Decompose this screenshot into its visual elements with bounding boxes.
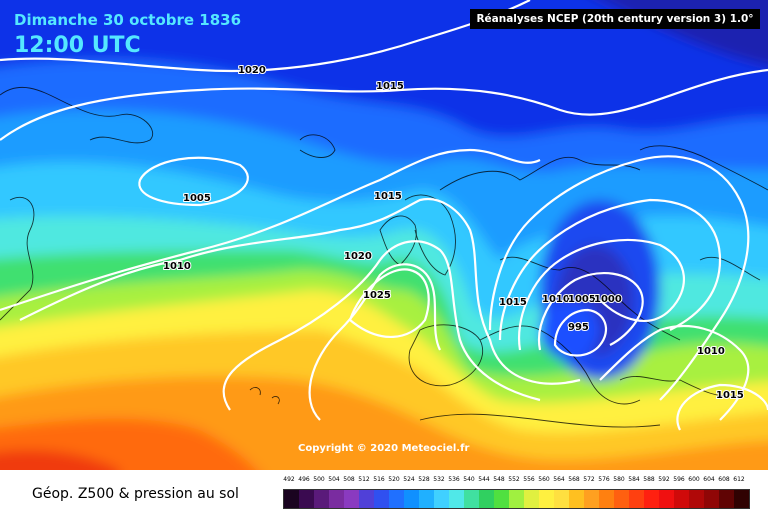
data-source-banner: Réanalyses NCEP (20th century version 3)… (470, 9, 760, 29)
isobar-label: 1010 (697, 346, 725, 357)
scale-value-label: 520 (388, 476, 400, 483)
scale-color-swatch (494, 490, 509, 508)
scale-color-swatch (389, 490, 404, 508)
scale-value-label: 540 (463, 476, 475, 483)
scale-value-label: 576 (598, 476, 610, 483)
isobar-label: 1015 (499, 297, 527, 308)
scale-value-label: 516 (373, 476, 385, 483)
scale-color-swatch (629, 490, 644, 508)
scale-color-swatch (689, 490, 704, 508)
scale-value-label: 600 (688, 476, 700, 483)
isobar-label: 1015 (376, 81, 404, 92)
map-time: 12:00 UTC (14, 33, 141, 58)
scale-color-swatch (569, 490, 584, 508)
scale-color-swatch (554, 490, 569, 508)
isobar-label: 1015 (374, 191, 402, 202)
scale-value-label: 612 (733, 476, 745, 483)
scale-value-label: 560 (538, 476, 550, 483)
geopotential-map: 1020 1015 1005 1015 1010 1020 1025 1015 … (0, 0, 768, 470)
scale-value-label: 548 (493, 476, 505, 483)
scale-value-label: 536 (448, 476, 460, 483)
legend-title: Géop. Z500 & pression au sol (32, 486, 239, 502)
scale-value-label: 532 (433, 476, 445, 483)
scale-color-swatch (479, 490, 494, 508)
scale-color-swatch (524, 490, 539, 508)
scale-value-label: 604 (703, 476, 715, 483)
scale-color-swatch (704, 490, 719, 508)
scale-value-label: 492 (283, 476, 295, 483)
scale-value-label: 608 (718, 476, 730, 483)
scale-value-label: 596 (673, 476, 685, 483)
scale-value-label: 552 (508, 476, 520, 483)
scale-color-swatch (299, 490, 314, 508)
scale-value-label: 528 (418, 476, 430, 483)
isobars (0, 0, 768, 430)
scale-value-label: 592 (658, 476, 670, 483)
legend-panel: Géop. Z500 & pression au sol 492 496 500 50… (0, 470, 768, 512)
scale-color-swatch (599, 490, 614, 508)
isobar-label: 1015 (716, 390, 744, 401)
scale-color-swatch (674, 490, 689, 508)
isobar-label: 1010 (163, 261, 191, 272)
scale-color-swatch (449, 490, 464, 508)
scale-color-swatch (344, 490, 359, 508)
color-scale-bar (283, 489, 750, 509)
scale-color-swatch (539, 490, 554, 508)
scale-color-swatch (659, 490, 674, 508)
scale-value-label: 544 (478, 476, 490, 483)
scale-value-label: 580 (613, 476, 625, 483)
isobar-label: 1005 (183, 193, 211, 204)
scale-color-swatch (284, 490, 299, 508)
scale-value-label: 564 (553, 476, 565, 483)
isobar-label: 1025 (363, 290, 391, 301)
scale-color-swatch (329, 490, 344, 508)
scale-value-label: 588 (643, 476, 655, 483)
scale-color-swatch (314, 490, 329, 508)
isobar-label: 995 (568, 322, 589, 333)
copyright-notice: Copyright © 2020 Meteociel.fr (298, 443, 470, 454)
scale-color-swatch (464, 490, 479, 508)
scale-value-label: 524 (403, 476, 415, 483)
map-date: Dimanche 30 octobre 1836 (14, 11, 242, 29)
scale-color-swatch (584, 490, 599, 508)
scale-color-swatch (374, 490, 389, 508)
isobar-label: 1010 (542, 294, 570, 305)
geopotential-bands (0, 0, 768, 470)
scale-color-swatch (734, 490, 749, 508)
scale-value-label: 512 (358, 476, 370, 483)
scale-value-label: 556 (523, 476, 535, 483)
scale-value-label: 568 (568, 476, 580, 483)
isobar-label: 1020 (344, 251, 372, 262)
scale-value-label: 496 (298, 476, 310, 483)
scale-value-label: 504 (328, 476, 340, 483)
scale-color-swatch (359, 490, 374, 508)
isobar-label: 1005 (568, 294, 596, 305)
scale-color-swatch (404, 490, 419, 508)
isobar-label: 1000 (594, 294, 622, 305)
scale-color-swatch (644, 490, 659, 508)
scale-color-swatch (614, 490, 629, 508)
scale-color-swatch (419, 490, 434, 508)
isobar-label: 1020 (238, 65, 266, 76)
scale-color-swatch (719, 490, 734, 508)
scale-value-label: 500 (313, 476, 325, 483)
scale-color-swatch (434, 490, 449, 508)
isobar-labels: 1020 1015 1005 1015 1010 1020 1025 1015 … (162, 64, 745, 402)
scale-color-swatch (509, 490, 524, 508)
scale-value-label: 508 (343, 476, 355, 483)
scale-value-label: 572 (583, 476, 595, 483)
scale-value-label: 584 (628, 476, 640, 483)
